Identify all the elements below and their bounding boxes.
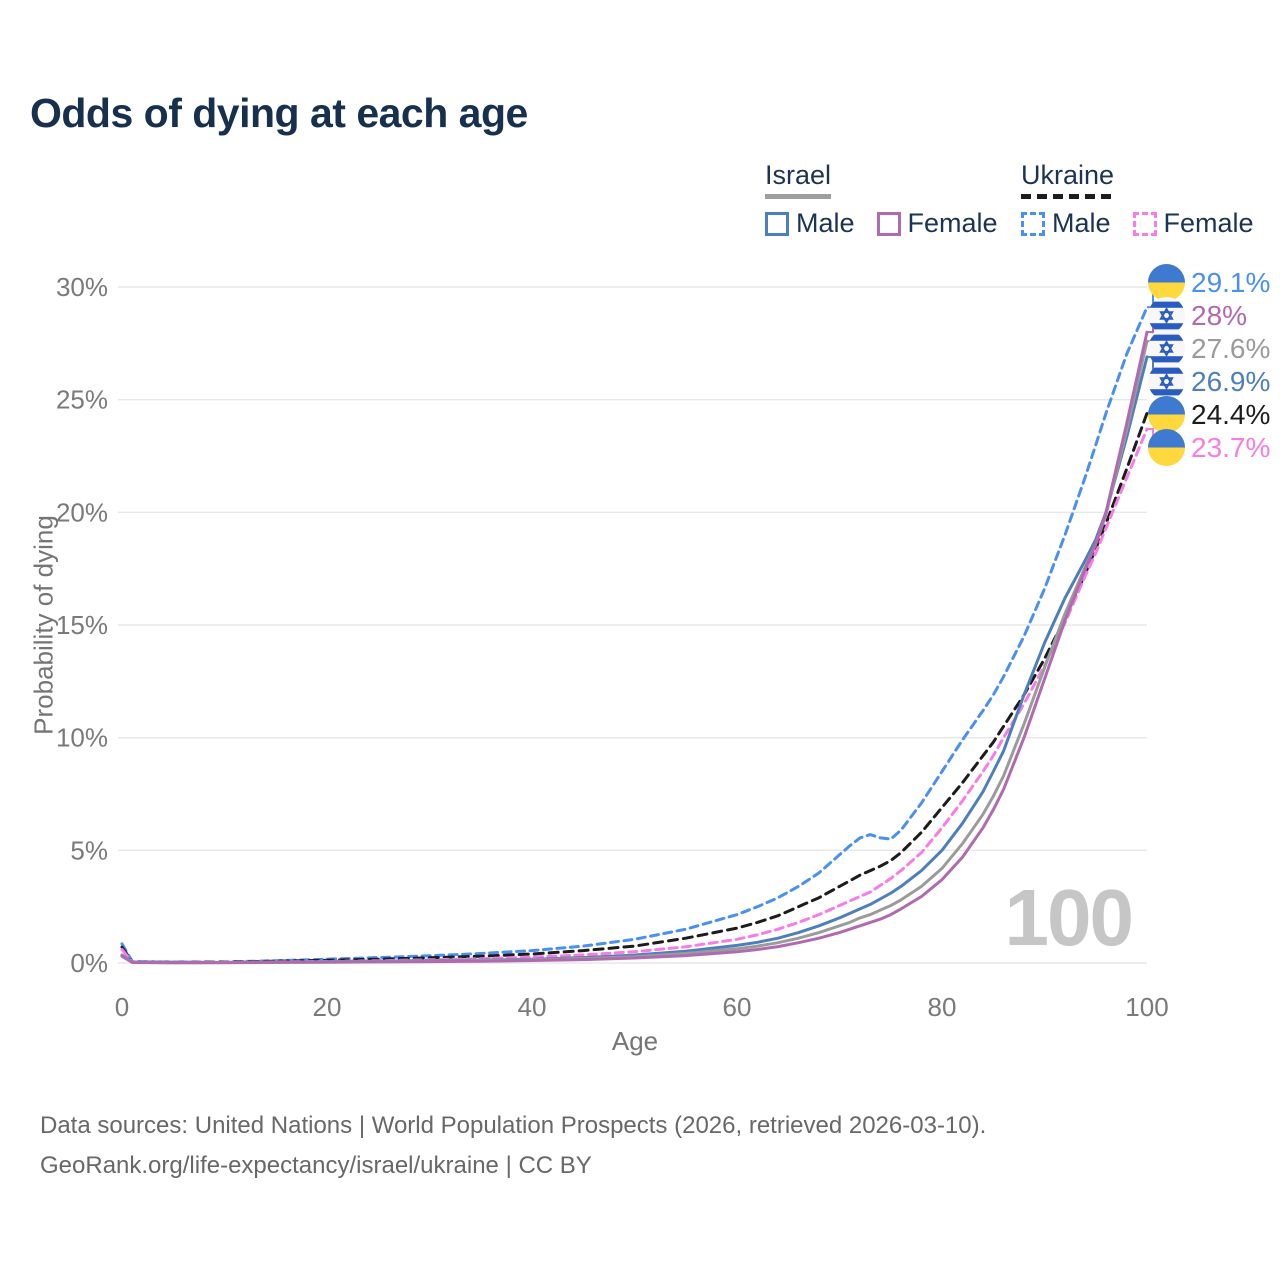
end-label-value: 28% — [1191, 299, 1248, 331]
israel-male-swatch-icon — [765, 211, 789, 236]
legend-item-ukraine-female[interactable]: Female — [1132, 208, 1254, 239]
legend-group-ukraine: Ukraine Male Female — [1021, 160, 1254, 239]
x-axis-title: Age — [611, 1026, 659, 1056]
x-tick-label: 40 — [518, 992, 547, 1022]
page-title: Odds of dying at each age — [30, 90, 528, 136]
x-tick-label: 20 — [313, 992, 342, 1022]
end-label-value: 24.4% — [1191, 398, 1271, 430]
data-sources-line1: Data sources: United Nations | World Pop… — [40, 1112, 987, 1139]
israel-flag-icon — [1148, 297, 1185, 334]
end-label-value: 26.9% — [1191, 365, 1271, 397]
end-label-israel-female: 28% — [1148, 297, 1247, 334]
legend-label-israel-male: Male — [796, 208, 855, 238]
y-tick-label: 5% — [70, 835, 108, 865]
y-tick-label: 25% — [56, 385, 108, 415]
israel-female-swatch-icon — [876, 211, 901, 236]
ukraine-flag-icon — [1148, 264, 1185, 301]
legend-group-israel: Israel Male Female — [765, 160, 998, 239]
legend-label-ukraine-male: Male — [1052, 208, 1111, 238]
x-tick-label: 80 — [928, 992, 957, 1022]
end-label-ukraine-both-sexes: 24.4% — [1148, 396, 1270, 433]
legend-label-ukraine-female: Female — [1163, 208, 1254, 238]
israel-flag-icon — [1148, 330, 1185, 367]
series-line-ukraine-both-sexes — [120, 411, 1149, 964]
legend-item-israel-female[interactable]: Female — [876, 208, 998, 239]
data-sources-line2: GeoRank.org/life-expectancy/israel/ukrai… — [40, 1152, 592, 1179]
legend-underline-ukraine — [1021, 194, 1111, 199]
end-label-value: 29.1% — [1191, 266, 1271, 298]
end-label-ukraine-female: 23.7% — [1148, 429, 1270, 466]
end-label-value: 23.7% — [1191, 431, 1271, 463]
x-tick-label: 100 — [1125, 992, 1168, 1022]
legend-header-ukraine: Ukraine — [1021, 160, 1115, 190]
legend-item-israel-male[interactable]: Male — [765, 208, 855, 239]
series-line-ukraine-male — [120, 305, 1149, 964]
series-line-israel-male — [120, 355, 1149, 964]
ukraine-female-swatch-icon — [1132, 211, 1157, 236]
y-tick-label: 10% — [56, 723, 108, 753]
legend-underline-israel — [765, 194, 831, 199]
legend-header-israel: Israel — [765, 160, 832, 190]
end-label-israel-male: 26.9% — [1148, 363, 1270, 400]
legend-item-ukraine-male[interactable]: Male — [1021, 208, 1111, 239]
series-line-israel-both-sexes — [120, 339, 1149, 965]
series-line-ukraine-female — [120, 427, 1149, 964]
end-label-israel-both-sexes: 27.6% — [1148, 330, 1270, 367]
y-tick-label: 15% — [56, 610, 108, 640]
data-sources: Data sources: United Nations | World Pop… — [40, 1106, 986, 1186]
end-label-ukraine-male: 29.1% — [1148, 264, 1270, 301]
legend-label-israel-female: Female — [907, 208, 998, 238]
x-tick-label: 0 — [115, 992, 129, 1022]
y-tick-label: 0% — [70, 948, 108, 978]
series-line-israel-female — [120, 330, 1149, 965]
y-tick-label: 20% — [56, 497, 108, 527]
ukraine-male-swatch-icon — [1021, 211, 1045, 236]
ukraine-flag-icon — [1148, 396, 1185, 433]
y-tick-label: 30% — [56, 272, 108, 302]
age-watermark: 100 — [1004, 873, 1134, 962]
ukraine-flag-icon — [1148, 429, 1185, 466]
x-tick-label: 60 — [723, 992, 752, 1022]
israel-flag-icon — [1148, 363, 1185, 400]
end-label-value: 27.6% — [1191, 332, 1271, 364]
